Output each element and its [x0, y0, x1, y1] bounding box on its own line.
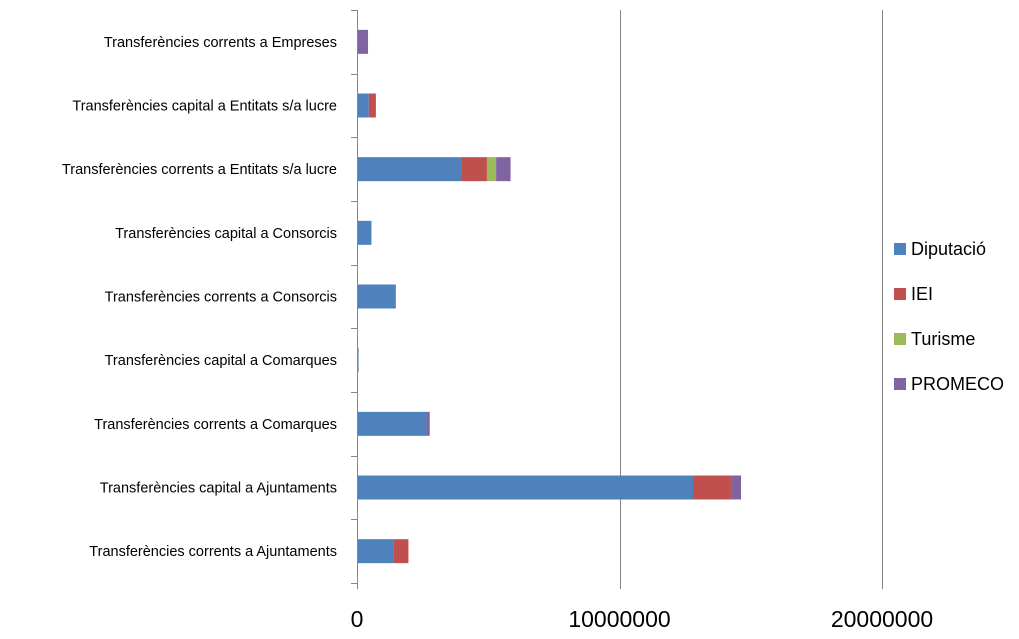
bar-segment [462, 157, 487, 182]
bar-segment [357, 157, 462, 182]
category-label: Transferències capital a Ajuntaments [100, 481, 337, 497]
gridlines [620, 10, 883, 589]
category-label: Transferències corrents a Consorcis [105, 290, 337, 306]
bar-segment [357, 284, 396, 309]
legend-swatch [894, 378, 906, 390]
category-label: Transferències corrents a Ajuntaments [89, 544, 337, 560]
bar-segment [496, 157, 511, 182]
category-label: Transferències capital a Comarques [105, 353, 337, 369]
bar-segment [357, 539, 394, 564]
bar-segment [486, 157, 497, 182]
category-label: Transferències corrents a Entitats s/a l… [62, 162, 337, 178]
category-label: Transferències capital a Consorcis [115, 226, 337, 242]
category-labels: Transferències corrents a Empreses Transf… [62, 35, 337, 560]
legend-label: Turisme [911, 329, 975, 349]
bar-segment [357, 93, 369, 118]
bar-segment [426, 411, 430, 436]
x-tick-label: 0 [351, 606, 364, 632]
x-tick-labels: 0 10000000 20000000 [351, 606, 934, 632]
x-tick-label: 10000000 [568, 606, 670, 632]
bar-segment [731, 475, 742, 500]
legend-label: IEI [911, 284, 933, 304]
bar-segment [357, 411, 427, 436]
bar-segment [393, 539, 409, 564]
legend-label: Diputació [911, 239, 986, 259]
bar-segment [357, 220, 372, 245]
bar-segment [357, 475, 693, 500]
bar-segment [357, 29, 369, 54]
category-label: Transferències corrents a Comarques [94, 417, 337, 433]
legend: Diputació IEI Turisme PROMECO [894, 239, 1004, 394]
legend-label: PROMECO [911, 374, 1004, 394]
legend-swatch [894, 288, 906, 300]
x-tick-label: 20000000 [831, 606, 933, 632]
bars [357, 29, 742, 564]
category-label: Transferències corrents a Empreses [104, 35, 337, 51]
category-label: Transferències capital a Entitats s/a lu… [72, 99, 337, 115]
legend-swatch [894, 333, 906, 345]
axes [351, 10, 883, 589]
legend-swatch [894, 243, 906, 255]
bar-segment [368, 93, 376, 118]
bar-segment [693, 475, 732, 500]
